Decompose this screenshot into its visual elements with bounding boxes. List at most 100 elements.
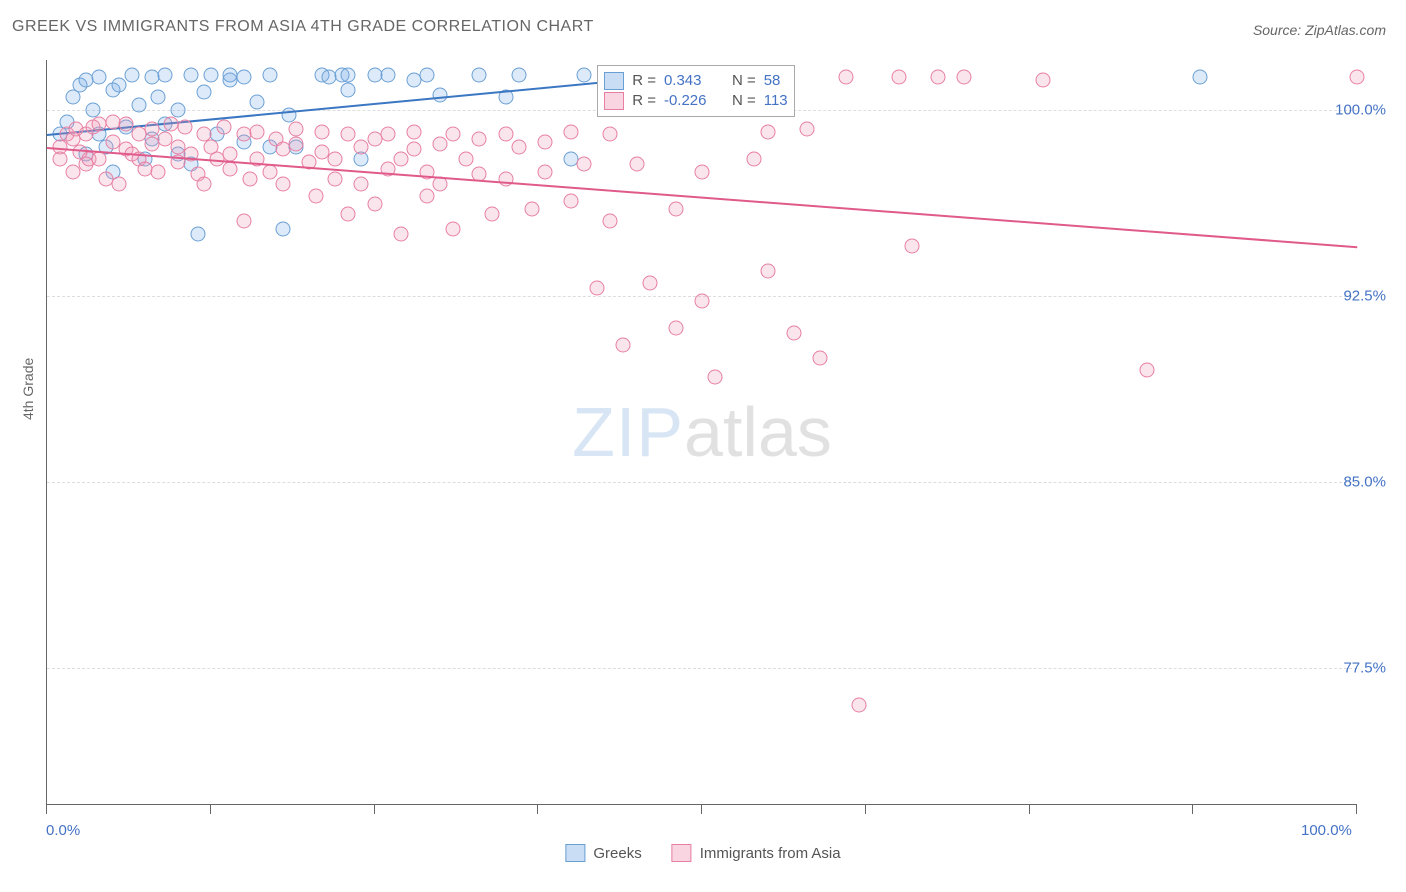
data-point xyxy=(1140,363,1155,378)
stat-value-n: 58 xyxy=(764,72,781,89)
legend-item-greeks: Greeks xyxy=(565,844,641,862)
data-point xyxy=(53,152,68,167)
data-point xyxy=(472,67,487,82)
x-tick xyxy=(1192,804,1193,814)
data-point xyxy=(341,127,356,142)
data-point xyxy=(151,164,166,179)
x-tick xyxy=(865,804,866,814)
data-point xyxy=(85,102,100,117)
data-point xyxy=(282,107,297,122)
data-point xyxy=(760,263,775,278)
data-point xyxy=(564,124,579,139)
data-point xyxy=(406,124,421,139)
data-point xyxy=(629,157,644,172)
x-tick-label: 0.0% xyxy=(46,822,80,839)
stat-row: R = -0.226N = 113 xyxy=(604,92,787,110)
data-point xyxy=(131,97,146,112)
data-point xyxy=(315,124,330,139)
data-point xyxy=(223,162,238,177)
x-tick xyxy=(1356,804,1357,814)
legend: Greeks Immigrants from Asia xyxy=(565,844,840,862)
x-tick xyxy=(1029,804,1030,814)
data-point xyxy=(341,82,356,97)
data-point xyxy=(203,67,218,82)
stat-value-r: 0.343 xyxy=(664,72,724,89)
data-point xyxy=(852,697,867,712)
square-icon xyxy=(604,92,624,110)
data-point xyxy=(799,122,814,137)
data-point xyxy=(393,226,408,241)
data-point xyxy=(328,152,343,167)
square-icon xyxy=(604,72,624,90)
watermark-atlas: atlas xyxy=(684,393,832,471)
y-tick-label: 85.0% xyxy=(1343,473,1386,490)
data-point xyxy=(642,276,657,291)
data-point xyxy=(328,172,343,187)
legend-label: Immigrants from Asia xyxy=(700,845,841,862)
stat-label-r: R = xyxy=(632,92,656,109)
data-point xyxy=(262,67,277,82)
data-point xyxy=(537,134,552,149)
x-tick xyxy=(701,804,702,814)
data-point xyxy=(498,127,513,142)
data-point xyxy=(537,164,552,179)
data-point xyxy=(184,67,199,82)
data-point xyxy=(419,189,434,204)
source-label: Source: ZipAtlas.com xyxy=(1253,22,1386,38)
stat-value-n: 113 xyxy=(764,92,788,109)
stat-label-n: N = xyxy=(732,92,756,109)
data-point xyxy=(177,119,192,134)
data-point xyxy=(223,147,238,162)
data-point xyxy=(511,139,526,154)
data-point xyxy=(341,206,356,221)
data-point xyxy=(891,70,906,85)
x-tick xyxy=(46,804,47,814)
data-point xyxy=(262,164,277,179)
data-point xyxy=(839,70,854,85)
data-point xyxy=(288,137,303,152)
data-point xyxy=(590,281,605,296)
stat-label-r: R = xyxy=(632,72,656,89)
data-point xyxy=(1192,70,1207,85)
data-point xyxy=(760,124,775,139)
data-point xyxy=(616,338,631,353)
data-point xyxy=(236,214,251,229)
data-point xyxy=(419,67,434,82)
data-point xyxy=(433,137,448,152)
data-point xyxy=(603,214,618,229)
data-point xyxy=(393,152,408,167)
data-point xyxy=(112,77,127,92)
y-axis-label: 4th Grade xyxy=(20,358,36,420)
data-point xyxy=(1350,70,1365,85)
data-point xyxy=(511,67,526,82)
data-point xyxy=(275,221,290,236)
data-point xyxy=(243,172,258,187)
stat-row: R = 0.343 N = 58 xyxy=(604,72,787,90)
data-point xyxy=(747,152,762,167)
data-point xyxy=(812,350,827,365)
data-point xyxy=(236,70,251,85)
data-point xyxy=(197,177,212,192)
data-point xyxy=(904,239,919,254)
data-point xyxy=(275,177,290,192)
x-tick-label: 100.0% xyxy=(1301,822,1352,839)
data-point xyxy=(288,122,303,137)
y-tick-label: 77.5% xyxy=(1343,659,1386,676)
data-point xyxy=(151,90,166,105)
stat-label-n: N = xyxy=(732,72,756,89)
data-point xyxy=(786,325,801,340)
chart-title: GREEK VS IMMIGRANTS FROM ASIA 4TH GRADE … xyxy=(12,18,594,36)
y-tick-label: 100.0% xyxy=(1335,101,1386,118)
data-point xyxy=(577,157,592,172)
data-point xyxy=(524,201,539,216)
data-point xyxy=(92,152,107,167)
trend-line xyxy=(47,147,1357,248)
data-point xyxy=(144,122,159,137)
data-point xyxy=(498,172,513,187)
legend-label: Greeks xyxy=(593,845,641,862)
data-point xyxy=(603,127,618,142)
data-point xyxy=(125,67,140,82)
legend-item-asia: Immigrants from Asia xyxy=(672,844,841,862)
data-point xyxy=(446,221,461,236)
data-point xyxy=(341,67,356,82)
